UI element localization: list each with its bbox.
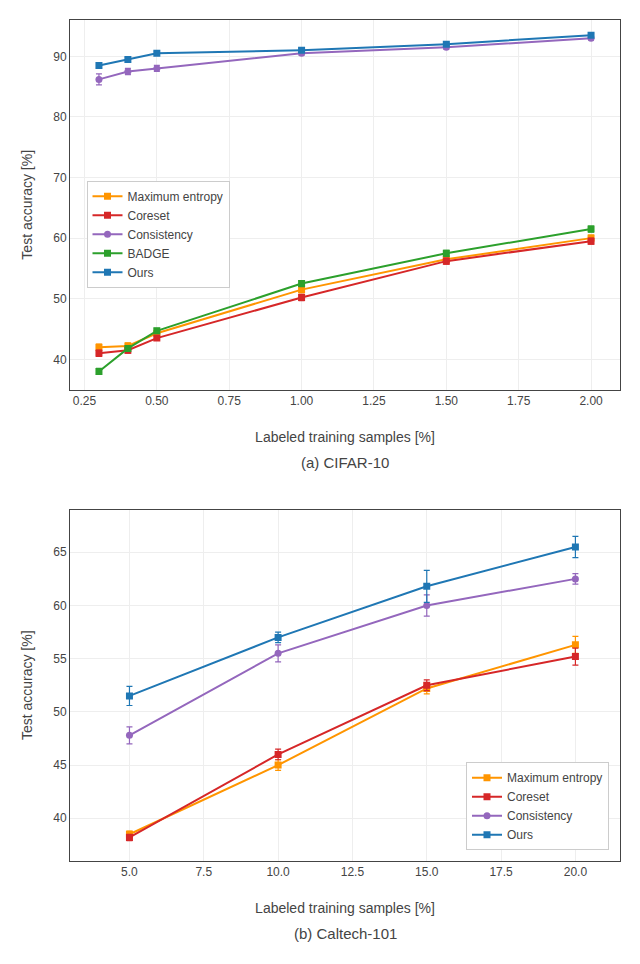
svg-text:55: 55 [53,652,67,666]
svg-text:1.50: 1.50 [435,394,459,408]
svg-text:15.0: 15.0 [415,865,439,879]
svg-text:0.25: 0.25 [73,394,97,408]
svg-text:80: 80 [53,110,67,124]
svg-text:Test accuracy [%]: Test accuracy [%] [19,630,35,740]
svg-text:Labeled training samples [%]: Labeled training samples [%] [255,900,435,916]
svg-text:40: 40 [53,811,67,825]
svg-text:40: 40 [53,353,67,367]
svg-text:0.75: 0.75 [218,394,242,408]
svg-text:12.5: 12.5 [341,865,365,879]
svg-text:17.5: 17.5 [489,865,513,879]
svg-text:1.00: 1.00 [290,394,314,408]
svg-text:60: 60 [53,599,67,613]
svg-text:(b) Caltech-101: (b) Caltech-101 [294,925,397,942]
svg-text:1.75: 1.75 [507,394,531,408]
svg-text:1.25: 1.25 [362,394,386,408]
svg-text:60: 60 [53,231,67,245]
svg-text:Coreset: Coreset [507,790,550,804]
svg-text:20.0: 20.0 [564,865,588,879]
svg-text:Ours: Ours [128,266,154,280]
svg-text:45: 45 [53,758,67,772]
svg-text:Maximum entropy: Maximum entropy [507,771,602,785]
svg-text:10.0: 10.0 [266,865,290,879]
svg-text:5.0: 5.0 [121,865,138,879]
svg-text:70: 70 [53,171,67,185]
svg-text:Consistency: Consistency [128,228,193,242]
svg-text:Ours: Ours [507,828,533,842]
svg-text:(a) CIFAR-10: (a) CIFAR-10 [301,454,389,471]
svg-text:90: 90 [53,50,67,64]
svg-text:Labeled training samples [%]: Labeled training samples [%] [255,429,435,445]
svg-text:Coreset: Coreset [128,209,171,223]
svg-text:50: 50 [53,705,67,719]
svg-text:2.00: 2.00 [579,394,603,408]
svg-text:Test accuracy [%]: Test accuracy [%] [19,150,35,260]
svg-text:BADGE: BADGE [128,247,170,261]
svg-text:65: 65 [53,545,67,559]
svg-text:Maximum entropy: Maximum entropy [128,190,223,204]
svg-text:0.50: 0.50 [145,394,169,408]
svg-text:50: 50 [53,292,67,306]
svg-text:7.5: 7.5 [195,865,212,879]
svg-text:Consistency: Consistency [507,809,572,823]
